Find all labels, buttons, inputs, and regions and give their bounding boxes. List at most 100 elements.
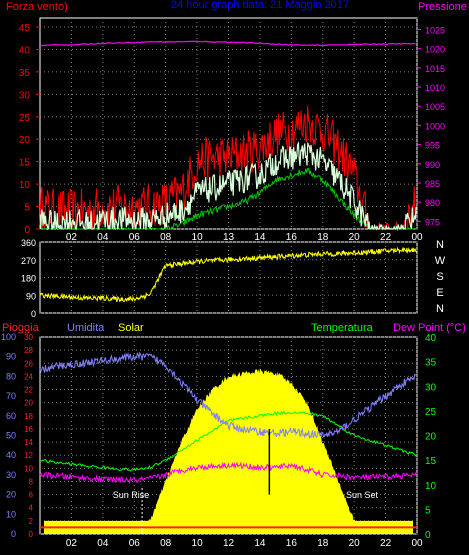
sunrise-label: Sun Rise [113,490,150,500]
wind-direction-line [39,246,418,303]
wind-speed-tick-label: 40 [19,45,31,56]
rain-axis-label: Pioggia [2,322,40,334]
compass-label: N [436,303,444,315]
temperature-tick-label: 10 [425,481,437,492]
time-tick-label: 10 [192,232,204,243]
humidity-tick-label: 80 [6,371,16,381]
humidity-tick-label: 40 [6,450,16,460]
temperature-tick-label: 40 [425,333,437,344]
pressure-tick-label: 975 [425,217,440,227]
wind-speed-tick-label: 35 [19,68,31,79]
time-tick-label: 02 [66,232,78,243]
time-tick-label: 18 [317,538,329,549]
rain-tick-label: 18 [24,412,33,421]
compass-label: S [436,271,443,283]
wind-speed-tick-label: 25 [19,113,31,124]
direction-tick-label: 90 [26,291,36,301]
compass-label: N [436,239,444,251]
humidity-tick-label: 10 [6,509,16,519]
wind-speed-tick-label: 45 [19,23,31,34]
time-tick-label: 04 [97,232,109,243]
wind-speed-tick-label: 20 [19,135,31,146]
rain-tick-label: 20 [24,399,33,408]
humidity-tick-label: 60 [6,411,16,421]
solar-area [40,368,417,534]
humidity-tick-label: 20 [6,490,16,500]
pressure-tick-label: 1000 [425,121,445,131]
rain-tick-label: 30 [24,333,33,342]
pressure-tick-label: 1020 [425,45,445,55]
pressure-tick-label: 1010 [425,83,445,93]
wind-series-line [39,167,418,230]
wind-speed-tick-label: 15 [19,158,31,169]
time-tick-label: 08 [160,232,172,243]
humidity-axis-label: Umidita [67,322,105,334]
rain-tick-label: 28 [24,346,33,355]
direction-tick-label: 0 [31,309,36,319]
time-tick-label: 14 [254,232,266,243]
humidity-tick-label: 0 [11,529,16,539]
time-tick-label: 18 [317,232,329,243]
pressure-tick-label: 990 [425,160,440,170]
time-tick-label: 16 [286,538,298,549]
time-tick-label: 00 [411,232,423,243]
dew-point-axis-label: Dew Point (°C) [393,322,466,334]
humidity-tick-label: 50 [6,431,16,441]
humidity-tick-label: 90 [6,352,16,362]
pressure-tick-label: 985 [425,179,440,189]
direction-tick-label: 180 [21,274,36,284]
wind-speed-axis-label: Forza vento) [6,1,68,13]
compass-label: W [435,255,446,267]
temperature-axis-label: Temperatura [311,322,374,334]
wind-speed-tick-label: 30 [19,90,31,101]
rain-tick-label: 26 [24,359,33,368]
humidity-line [39,351,417,440]
pressure-tick-label: 1025 [425,26,445,36]
direction-tick-label: 360 [21,238,36,248]
time-tick-label: 14 [254,538,266,549]
wind-series-line [39,141,417,232]
pressure-tick-label: 980 [425,198,440,208]
rain-tick-label: 8 [29,477,34,486]
temperature-tick-label: 0 [425,530,431,541]
temperature-line [39,410,418,472]
time-tick-label: 20 [349,538,361,549]
time-tick-label: 22 [380,538,392,549]
temperature-tick-label: 20 [425,432,437,443]
temperature-tick-label: 35 [425,358,437,369]
temperature-tick-label: 15 [425,456,437,467]
pressure-axis-label: Pressione [418,1,467,13]
time-tick-label: 22 [380,232,392,243]
time-tick-label: 06 [129,232,141,243]
rain-tick-label: 0 [29,530,34,539]
rain-tick-label: 24 [24,372,33,381]
wind-speed-tick-label: 10 [19,180,31,191]
temperature-tick-label: 25 [425,407,437,418]
time-tick-label: 13 [223,232,235,243]
humidity-tick-label: 30 [6,470,16,480]
compass-label: E [436,287,443,299]
temperature-tick-label: 5 [425,505,431,516]
time-tick-label: 02 [66,538,78,549]
rain-tick-label: 16 [24,425,33,434]
direction-tick-label: 270 [21,256,36,266]
time-tick-label: 16 [286,232,298,243]
rain-tick-label: 4 [29,504,34,513]
wind-speed-tick-label: 5 [24,203,30,214]
rain-tick-label: 10 [24,464,33,473]
temperature-tick-label: 30 [425,382,437,393]
solar-axis-label: Solar [118,322,144,334]
rain-tick-label: 14 [24,438,33,447]
rain-tick-label: 12 [24,451,33,460]
sunset-label: Sun Set [346,490,379,500]
wind-speed-tick-label: 0 [24,225,30,236]
time-tick-label: 00 [411,538,423,549]
time-tick-label: 20 [349,232,361,243]
time-tick-label: 10 [192,538,204,549]
dew-point-line [39,461,418,485]
wind-series-line [39,105,418,231]
pressure-tick-label: 1005 [425,102,445,112]
pressure-tick-label: 1015 [425,64,445,74]
rain-tick-label: 22 [24,386,33,395]
time-tick-label: 06 [129,538,141,549]
